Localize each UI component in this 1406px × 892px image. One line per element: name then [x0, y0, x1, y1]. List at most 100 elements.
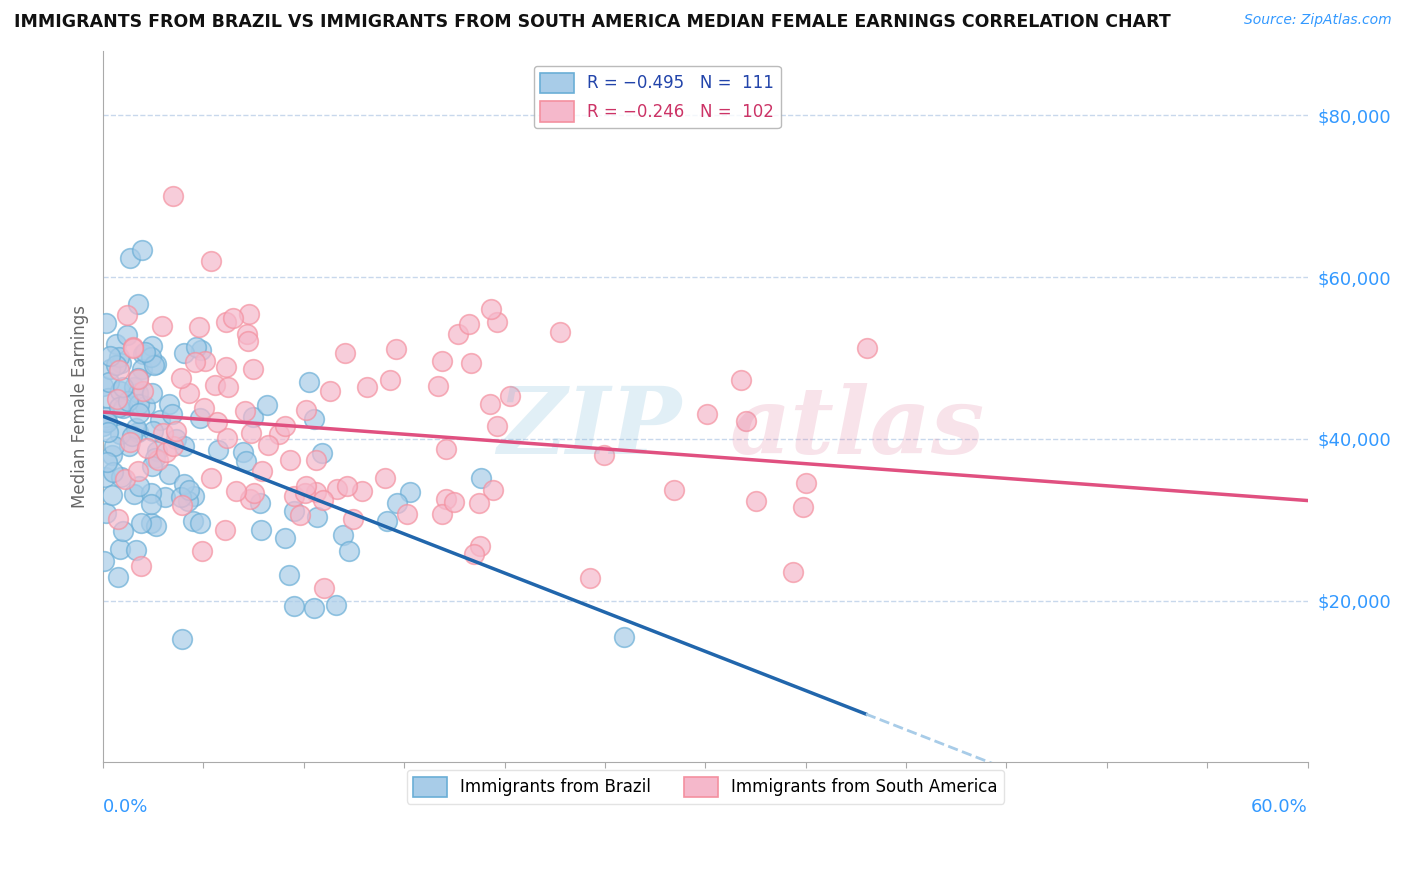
Point [356, 380, 378, 394]
Point [94, 507, 117, 521]
Point [443, 495, 465, 509]
Point [256, 398, 278, 412]
Point [434, 491, 457, 506]
Point [122, 380, 145, 394]
Point [380, 374, 402, 388]
Point [132, 347, 155, 361]
Point [242, 409, 264, 424]
Point [735, 414, 758, 428]
Point [122, 340, 145, 354]
Point [311, 445, 333, 459]
Point [94, 470, 117, 484]
Point [139, 486, 162, 500]
Point [127, 464, 149, 478]
Point [127, 385, 149, 400]
Point [141, 386, 163, 401]
Point [162, 440, 184, 454]
Point [374, 471, 396, 485]
Point [696, 408, 718, 422]
Point [111, 380, 134, 394]
Point [179, 483, 201, 497]
Point [267, 426, 290, 441]
Point [792, 500, 814, 515]
Point [108, 350, 131, 364]
Point [104, 358, 127, 372]
Text: 0.0%: 0.0% [103, 797, 149, 816]
Point [399, 485, 422, 500]
Text: Source: ZipAtlas.com: Source: ZipAtlas.com [1244, 13, 1392, 28]
Point [194, 354, 217, 368]
Point [232, 444, 254, 458]
Point [200, 471, 222, 485]
Point [745, 494, 768, 508]
Point [108, 401, 131, 415]
Point [141, 339, 163, 353]
Point [432, 354, 454, 368]
Point [238, 308, 260, 322]
Point [139, 350, 162, 364]
Point [143, 451, 166, 466]
Text: IMMIGRANTS FROM BRAZIL VS IMMIGRANTS FROM SOUTH AMERICA MEDIAN FEMALE EARNINGS C: IMMIGRANTS FROM BRAZIL VS IMMIGRANTS FRO… [14, 13, 1171, 31]
Point [274, 418, 297, 433]
Point [148, 413, 170, 427]
Point [239, 492, 262, 507]
Point [278, 452, 301, 467]
Point [128, 406, 150, 420]
Point [107, 512, 129, 526]
Point [283, 504, 305, 518]
Point [250, 523, 273, 537]
Point [342, 512, 364, 526]
Point [782, 565, 804, 579]
Point [173, 439, 195, 453]
Point [294, 486, 316, 500]
Point [215, 315, 238, 329]
Point [97, 425, 120, 439]
Point [103, 439, 125, 453]
Point [94, 409, 117, 424]
Point [481, 301, 503, 316]
Point [288, 508, 311, 522]
Point [122, 341, 145, 355]
Point [96, 416, 118, 430]
Point [325, 598, 347, 612]
Point [326, 483, 349, 497]
Point [160, 407, 183, 421]
Point [593, 449, 616, 463]
Point [128, 397, 150, 411]
Point [170, 498, 193, 512]
Point [190, 516, 212, 531]
Point [250, 464, 273, 478]
Point [148, 453, 170, 467]
Point [117, 308, 139, 322]
Point [242, 362, 264, 376]
Point [257, 438, 280, 452]
Point [447, 326, 470, 341]
Point [127, 372, 149, 386]
Point [613, 631, 636, 645]
Point [236, 327, 259, 342]
Point [98, 349, 121, 363]
Point [186, 340, 208, 354]
Point [159, 397, 181, 411]
Point [110, 384, 132, 398]
Point [165, 424, 187, 438]
Point [305, 510, 328, 524]
Point [134, 345, 156, 359]
Point [93, 413, 115, 427]
Point [283, 489, 305, 503]
Point [131, 361, 153, 376]
Point [468, 540, 491, 554]
Point [318, 384, 340, 399]
Point [395, 507, 418, 521]
Point [118, 434, 141, 449]
Point [191, 544, 214, 558]
Point [335, 345, 357, 359]
Point [181, 515, 204, 529]
Point [146, 444, 169, 458]
Point [730, 372, 752, 386]
Point [463, 547, 485, 561]
Point [283, 599, 305, 614]
Text: ZIP: ZIP [496, 383, 682, 473]
Point [118, 251, 141, 265]
Point [312, 493, 335, 508]
